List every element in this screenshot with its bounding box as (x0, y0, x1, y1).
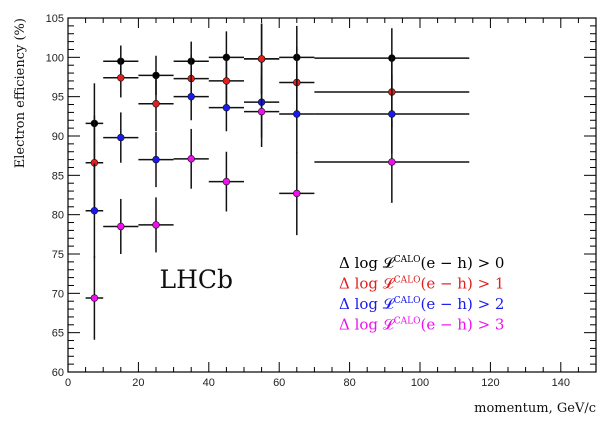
data-point (293, 110, 301, 118)
y-tick-label: 90 (52, 131, 64, 143)
data-point (152, 100, 160, 108)
legend-suffix: (e − h) > 2 (420, 295, 504, 313)
legend-prefix: Δ log 𝓛 (339, 316, 396, 334)
x-tick-label: 80 (343, 377, 355, 389)
data-point (257, 107, 266, 116)
y-tick-label: 75 (52, 249, 64, 261)
data-point (388, 110, 396, 118)
legend-suffix: (e − h) > 0 (420, 254, 504, 272)
data-point (187, 92, 195, 101)
data-point (222, 77, 231, 85)
data-point (90, 294, 99, 302)
x-tick-label: 20 (132, 377, 144, 389)
y-tick-label: 105 (46, 13, 64, 25)
x-tick-label: 60 (273, 377, 285, 389)
x-tick-label: 0 (65, 377, 71, 389)
data-point (90, 207, 99, 215)
series-0 (85, 23, 470, 164)
data-marks (85, 23, 470, 340)
legend-suffix: (e − h) > 3 (420, 316, 504, 334)
plot-frame (67, 17, 597, 373)
x-tick-label: 120 (481, 377, 499, 389)
data-point (222, 103, 231, 112)
legend-superscript: CALO (394, 276, 421, 286)
data-point (152, 221, 160, 229)
x-tick-label: 140 (552, 377, 570, 389)
data-point (187, 155, 195, 163)
data-point (117, 222, 125, 231)
y-tick-label: 85 (52, 170, 64, 182)
legend-entry: Δ log 𝓛CALO(e − h) > 0 (339, 254, 504, 272)
lhcb-label: LHCb (160, 265, 234, 294)
series-1 (85, 23, 470, 210)
legend-suffix: (e − h) > 1 (420, 275, 504, 293)
y-axis-label: Electron efficiency (%) (13, 18, 28, 168)
data-point (152, 155, 160, 164)
series-3 (85, 76, 470, 340)
legend-prefix: Δ log 𝓛 (339, 295, 396, 313)
y-tick-label: 60 (52, 367, 64, 379)
legend-superscript: CALO (394, 317, 421, 327)
y-tick-label: 100 (46, 52, 64, 64)
legend-superscript: CALO (394, 296, 421, 306)
legend-superscript: CALO (394, 255, 421, 265)
y-tick-label: 80 (52, 210, 64, 222)
data-point (117, 74, 125, 82)
legend-entry: Δ log 𝓛CALO(e − h) > 1 (339, 275, 504, 293)
x-tick-label: 100 (411, 377, 429, 389)
legend-entry: Δ log 𝓛CALO(e − h) > 2 (339, 295, 504, 313)
data-point (222, 177, 231, 186)
axis-ticks: 0 20 40 60 80 100 120 140 60 65 70 75 80 85 90 95 100 105 (46, 13, 597, 389)
legend: Δ log 𝓛CALO(e − h) > 0Δ log 𝓛CALO(e − h)… (339, 254, 504, 334)
y-tick-label: 70 (52, 288, 64, 300)
y-tick-label: 95 (52, 92, 64, 104)
data-point (293, 189, 301, 198)
x-tick-label: 40 (203, 377, 215, 389)
data-point (257, 55, 266, 63)
legend-prefix: Δ log 𝓛 (339, 254, 396, 272)
y-tick-label: 65 (52, 328, 64, 340)
legend-prefix: Δ log 𝓛 (339, 275, 396, 293)
legend-entry: Δ log 𝓛CALO(e − h) > 3 (339, 316, 504, 334)
data-point (388, 158, 396, 166)
data-point (117, 133, 125, 142)
x-axis-label: momentum, GeV/c (474, 401, 596, 416)
